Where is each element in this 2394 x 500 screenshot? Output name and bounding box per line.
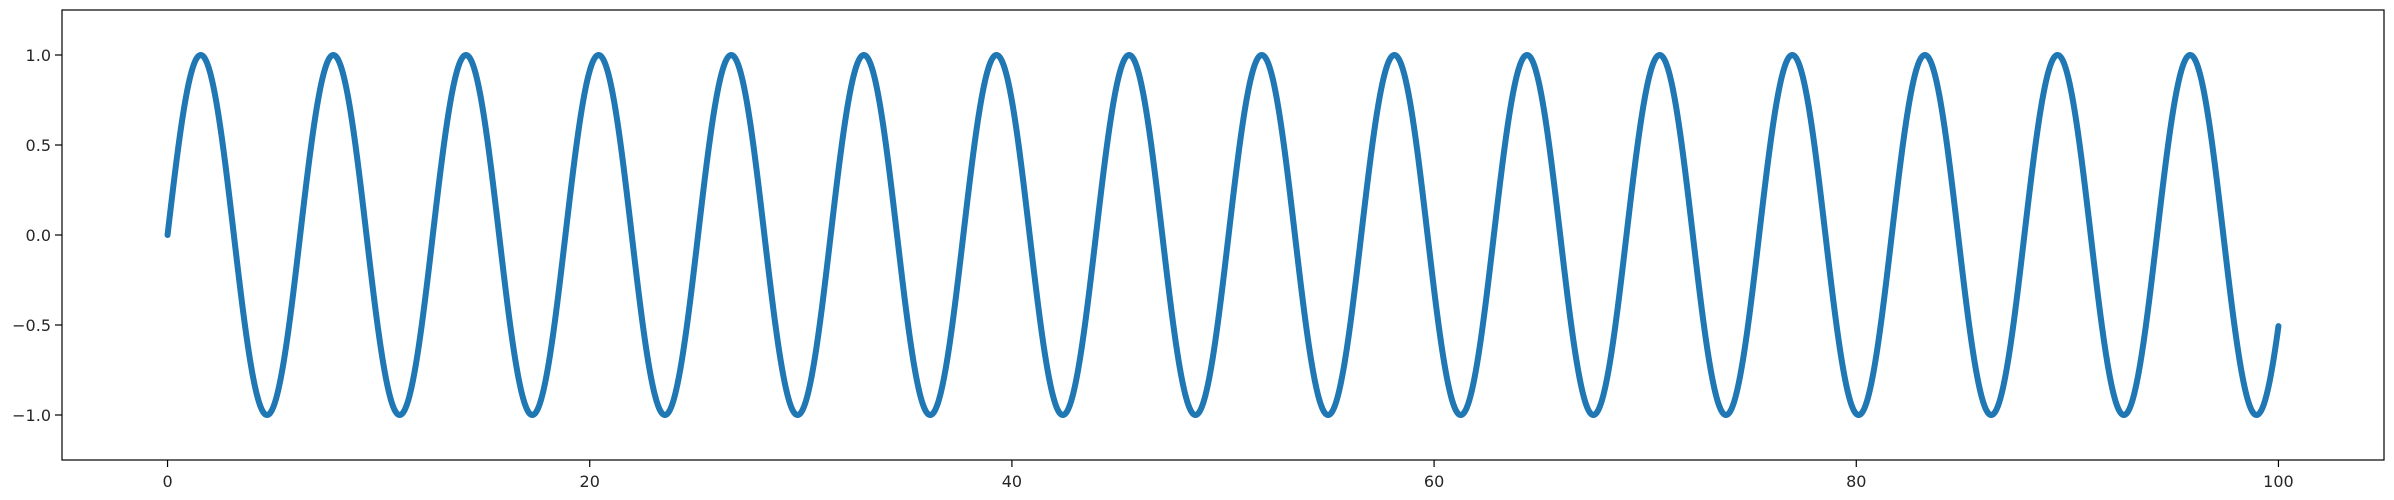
y-tick-label: 1.0 [26, 46, 51, 65]
plot-area [164, 52, 2282, 418]
plot-frame [61, 9, 2385, 461]
x-tick-label: 80 [1846, 472, 1866, 491]
y-tick-label: −0.5 [12, 316, 51, 335]
series-line-0 [164, 52, 2282, 418]
x-tick-label: 40 [1002, 472, 1022, 491]
x-tick-label: 20 [580, 472, 600, 491]
y-tick-label: 0.5 [26, 136, 51, 155]
x-tick-label: 100 [2263, 472, 2294, 491]
y-tick-label: −1.0 [12, 406, 51, 425]
y-axis: −1.0 −0.5 0.0 0.5 1.0 [12, 46, 62, 425]
x-axis: 0 20 40 60 80 100 [162, 460, 2294, 491]
x-tick-label: 60 [1424, 472, 1444, 491]
x-tick-label: 0 [162, 472, 172, 491]
y-tick-label: 0.0 [26, 226, 51, 245]
